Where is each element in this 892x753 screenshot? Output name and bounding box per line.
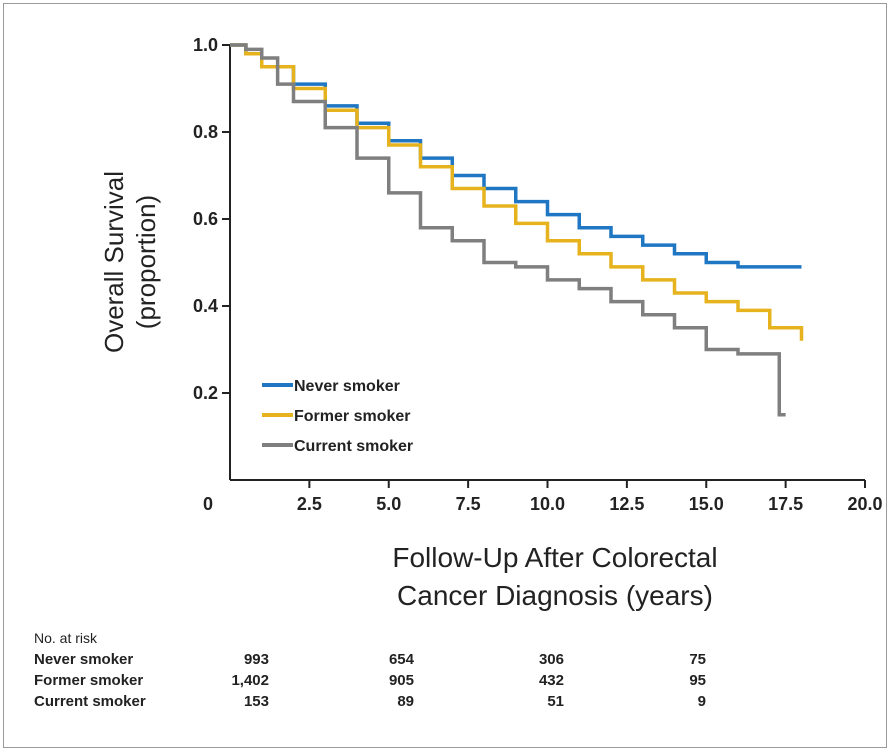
y-tick-label: 1.0 xyxy=(193,35,218,55)
risk-value: 905 xyxy=(388,672,414,689)
risk-value: 1,402 xyxy=(231,672,269,689)
risk-row-label: Former smoker xyxy=(34,672,144,689)
risk-row-label: Never smoker xyxy=(34,651,134,668)
x-tick-label: 10.0 xyxy=(530,494,565,514)
legend-label: Former smoker xyxy=(294,408,411,425)
series-lines xyxy=(230,43,804,417)
series-line xyxy=(230,43,804,341)
axes: 0.2 0.4 0.6 0.8 1.0 0 2.5 5.0 7.5 10.0 12.5 15.0 17.… xyxy=(193,35,883,514)
x-axis-label: Follow-Up After Colorectal xyxy=(392,542,717,573)
x-tick-label: 0 xyxy=(203,494,213,514)
x-tick-label: 20.0 xyxy=(847,494,882,514)
risk-table-title: No. at risk xyxy=(34,630,98,646)
risk-value: 432 xyxy=(538,672,564,689)
risk-value: 89 xyxy=(397,693,414,710)
risk-table-row: Never smoker 993 654 306 75 xyxy=(34,651,854,672)
risk-table: No. at risk Never smoker 993 654 306 75 Forme… xyxy=(34,630,854,714)
risk-value: 153 xyxy=(243,693,269,710)
legend: Never smoker Former smoker Current smoker xyxy=(262,378,413,455)
risk-value: 51 xyxy=(547,693,564,710)
y-tick-label: 0.4 xyxy=(193,296,218,316)
risk-table-row: Current smoker 153 89 51 9 xyxy=(34,693,854,714)
y-tick-label: 0.2 xyxy=(193,383,218,403)
x-tick-label: 12.5 xyxy=(609,494,644,514)
x-tick-label: 7.5 xyxy=(456,494,481,514)
risk-value: 306 xyxy=(538,651,564,668)
risk-value: 993 xyxy=(243,651,269,668)
series-line xyxy=(230,43,802,269)
x-tick-label: 15.0 xyxy=(689,494,724,514)
axis-labels: Overall Survival (proportion) Follow-Up Af… xyxy=(99,171,718,611)
y-tick-label: 0.6 xyxy=(193,209,218,229)
y-axis-label: (proportion) xyxy=(131,195,161,329)
risk-table-rows: Never smoker 993 654 306 75 Former smoker 1,40… xyxy=(34,651,854,714)
risk-value: 654 xyxy=(388,651,414,668)
risk-value: 9 xyxy=(697,693,706,710)
x-axis-label: Cancer Diagnosis (years) xyxy=(397,580,713,611)
risk-value: 95 xyxy=(689,672,706,689)
legend-label: Current smoker xyxy=(294,438,413,455)
risk-row-label: Current smoker xyxy=(34,693,146,710)
survival-chart: 0.2 0.4 0.6 0.8 1.0 0 2.5 5.0 7.5 10.0 12.5 15.0 17.… xyxy=(99,35,883,611)
x-tick-label: 2.5 xyxy=(297,494,322,514)
figure-frame xyxy=(3,3,887,748)
risk-value: 75 xyxy=(689,651,706,668)
risk-table-row: Former smoker 1,402 905 432 95 xyxy=(34,672,854,693)
series-line xyxy=(230,43,786,417)
y-tick-label: 0.8 xyxy=(193,122,218,142)
x-tick-label: 5.0 xyxy=(376,494,401,514)
x-tick-label: 17.5 xyxy=(768,494,803,514)
legend-label: Never smoker xyxy=(294,378,400,395)
y-axis-label: Overall Survival xyxy=(99,171,129,353)
